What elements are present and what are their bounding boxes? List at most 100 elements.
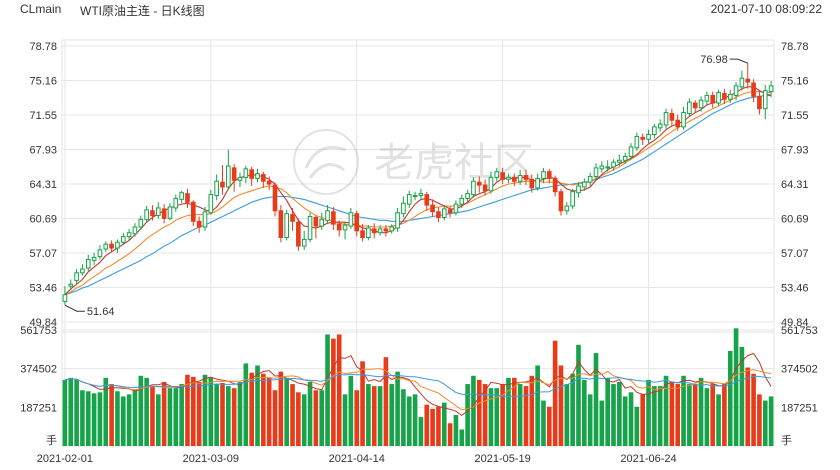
candle-body (366, 227, 371, 239)
candle-body (617, 159, 622, 163)
candle-body (412, 195, 418, 198)
candle (640, 133, 645, 145)
candle-body (336, 223, 342, 231)
candle (681, 106, 686, 130)
volume-bar (768, 396, 774, 446)
candle-body (762, 90, 768, 110)
candle (377, 225, 383, 236)
volume-tick-left: 374502 (20, 364, 57, 376)
volume-bar (325, 334, 330, 446)
volume-bar (739, 346, 745, 446)
candle-body (301, 238, 307, 247)
candle-body (593, 167, 599, 177)
candle (214, 174, 219, 201)
ma10-line (64, 91, 772, 296)
volume-bar (652, 386, 657, 446)
volume-bar (611, 384, 616, 446)
candle-body (663, 112, 669, 126)
volume-bar (208, 377, 214, 446)
volume-bar (307, 381, 313, 446)
volume-bar (762, 400, 768, 446)
candle (558, 188, 564, 216)
volume-bar (278, 371, 284, 446)
volume-bar (161, 381, 167, 446)
candle (185, 188, 190, 208)
volume-bar (471, 375, 476, 446)
volume-bar (150, 386, 155, 446)
candle (226, 149, 231, 190)
candle (278, 205, 284, 243)
volume-bar (185, 374, 190, 446)
candle-body (354, 213, 360, 232)
volume-bar (255, 365, 260, 446)
candle (208, 189, 214, 215)
candle (768, 81, 774, 98)
candle (418, 188, 424, 201)
candle (652, 124, 657, 139)
candle-body (196, 220, 202, 228)
volume-bar (646, 379, 651, 446)
volume-bar (459, 429, 465, 446)
volume-bar (401, 389, 406, 446)
candle-body (488, 176, 494, 192)
volume-bar (482, 384, 488, 446)
candle (704, 91, 710, 105)
price-tick-left: 67.93 (29, 144, 57, 156)
volume-bar (68, 377, 74, 446)
candle (529, 174, 535, 193)
candle (710, 91, 716, 108)
volume-bar (196, 381, 202, 446)
candle (371, 223, 377, 239)
candle (109, 240, 114, 252)
volume-ma10-line (64, 368, 772, 411)
low-price-label: 51.64 (87, 306, 115, 318)
tiger-logo-icon (293, 129, 359, 195)
candle (628, 143, 634, 160)
candle (126, 228, 132, 241)
volume-bar (331, 338, 336, 446)
candle (424, 191, 430, 211)
candle (733, 82, 739, 101)
candle-body (138, 218, 144, 228)
candle-body (739, 77, 745, 88)
volume-bar (687, 384, 692, 446)
candle-body (506, 176, 511, 180)
volume-bar (412, 394, 418, 446)
volume-bar (424, 404, 430, 446)
volume-bar (319, 390, 325, 446)
candle-body (710, 94, 716, 104)
candle-body (91, 257, 97, 261)
candle (120, 232, 126, 246)
x-tick-label: 2021-05-19 (474, 453, 530, 465)
volume-bar (465, 384, 470, 446)
price-tick-right: 53.46 (781, 282, 809, 294)
volume-bar (710, 384, 716, 446)
candle (389, 224, 395, 234)
candle (669, 108, 675, 126)
volume-bar (383, 357, 389, 446)
candle-body (167, 206, 173, 219)
candle (97, 245, 103, 260)
candle (441, 205, 447, 221)
candle-body (150, 210, 155, 217)
candle (716, 89, 721, 106)
volume-ma20-line (64, 373, 772, 397)
volume-bar (243, 363, 249, 446)
volume-tick-right: 561753 (781, 325, 818, 337)
candle-body (126, 232, 132, 238)
volume-bar (669, 381, 675, 446)
volume-bar (704, 388, 710, 446)
candle-body (582, 181, 587, 188)
price-tick-right: 57.07 (781, 248, 809, 260)
candle-body (453, 203, 459, 214)
candle (617, 154, 622, 166)
candle-body (476, 181, 482, 186)
volume-bar (231, 388, 237, 446)
volume-bar (622, 396, 628, 446)
volume-bar (506, 377, 511, 446)
candle-body (471, 180, 476, 196)
candle-body (558, 191, 564, 212)
symbol-label: CLmain (20, 2, 62, 16)
volume-bar (570, 373, 575, 446)
